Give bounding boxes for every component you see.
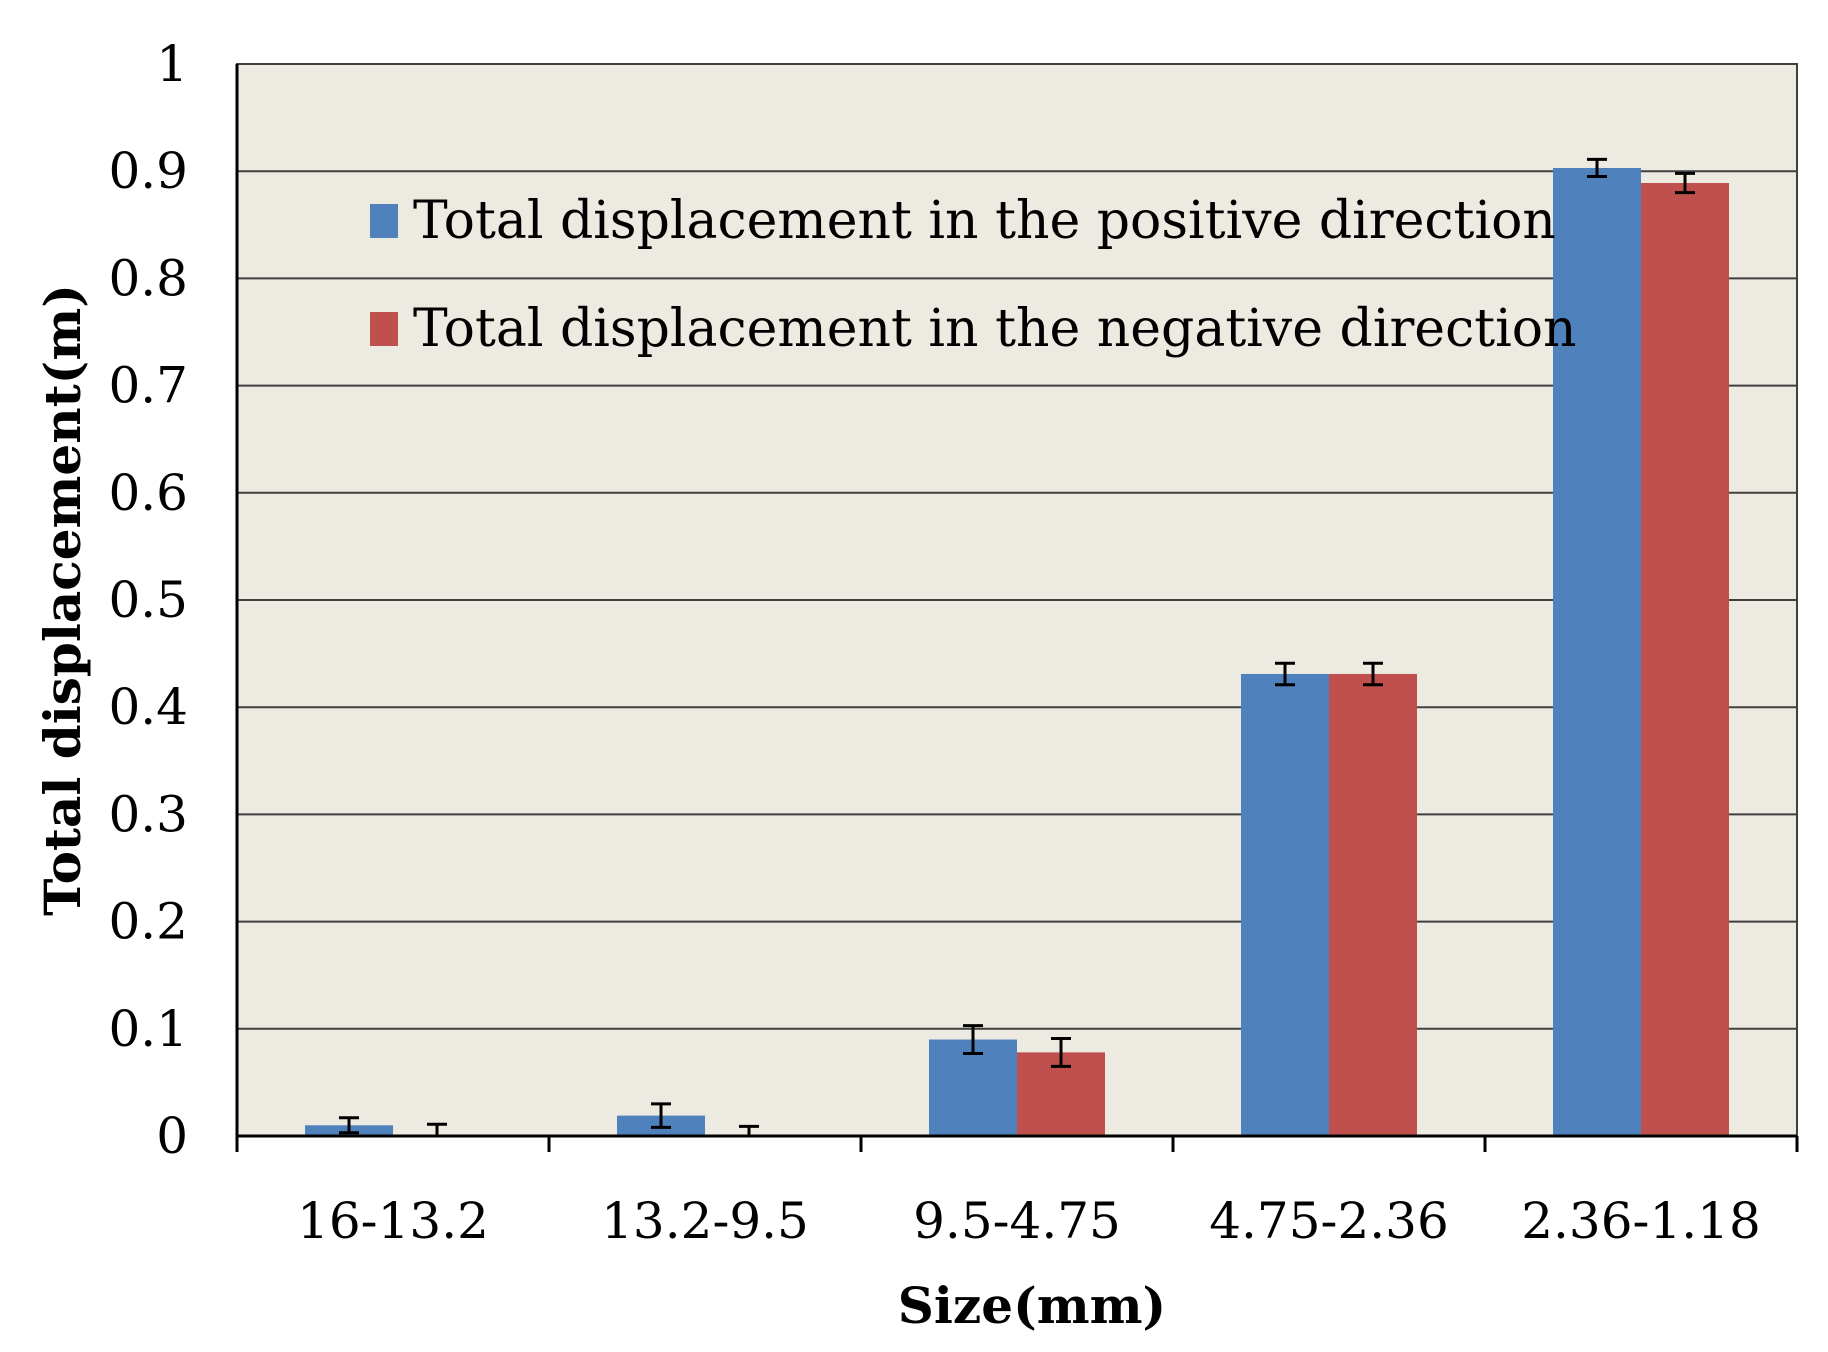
- x-tick-label: 9.5-4.75: [913, 1192, 1121, 1250]
- y-tick-label: 0.5: [108, 571, 188, 629]
- legend: Total displacement in the positive direc…: [370, 191, 1577, 359]
- y-tick-label: 0.2: [108, 893, 188, 951]
- y-tick-label: 0.4: [108, 678, 188, 736]
- x-tick-label: 13.2-9.5: [601, 1192, 809, 1250]
- x-tick-label: 2.36-1.18: [1521, 1192, 1761, 1250]
- y-tick-label: 0.1: [108, 1000, 188, 1058]
- bar-series: [305, 167, 1729, 1136]
- bar-positive: [1241, 673, 1329, 1136]
- y-tick-label: 0.8: [108, 249, 188, 307]
- x-axis-title: Size(mm): [898, 1276, 1166, 1335]
- y-axis-title: Total displacement(m): [33, 284, 92, 916]
- y-tick-labels: 0 0.1 0.2 0.3 0.4 0.5 0.6 0.7 0.8 0.9 1: [108, 35, 188, 1165]
- grid-lines: [237, 63, 1797, 1030]
- y-tick-label: 0: [156, 1107, 188, 1165]
- y-tick-label: 0.3: [108, 785, 188, 843]
- y-tick-label: 0.6: [108, 464, 188, 522]
- bar-negative: [1329, 673, 1417, 1136]
- x-tick-label: 4.75-2.36: [1209, 1192, 1449, 1250]
- bar-positive: [1553, 167, 1641, 1136]
- error-bars: [339, 157, 1695, 1138]
- bar-negative: [1641, 182, 1729, 1136]
- legend-swatch-positive: [370, 204, 398, 238]
- legend-label-negative: Total displacement in the negative direc…: [413, 299, 1577, 359]
- legend-label-positive: Total displacement in the positive direc…: [413, 191, 1556, 251]
- y-tick-label: 1: [156, 35, 188, 93]
- x-tick-labels: 16-13.2 13.2-9.5 9.5-4.75 4.75-2.36 2.36-1.1…: [297, 1192, 1761, 1250]
- x-tick-label: 16-13.2: [297, 1192, 489, 1250]
- axes: [235, 64, 1799, 1152]
- y-tick-label: 0.9: [108, 142, 188, 200]
- legend-swatch-negative: [370, 312, 398, 346]
- bar-positive: [929, 1039, 1017, 1136]
- y-tick-label: 0.7: [108, 357, 188, 415]
